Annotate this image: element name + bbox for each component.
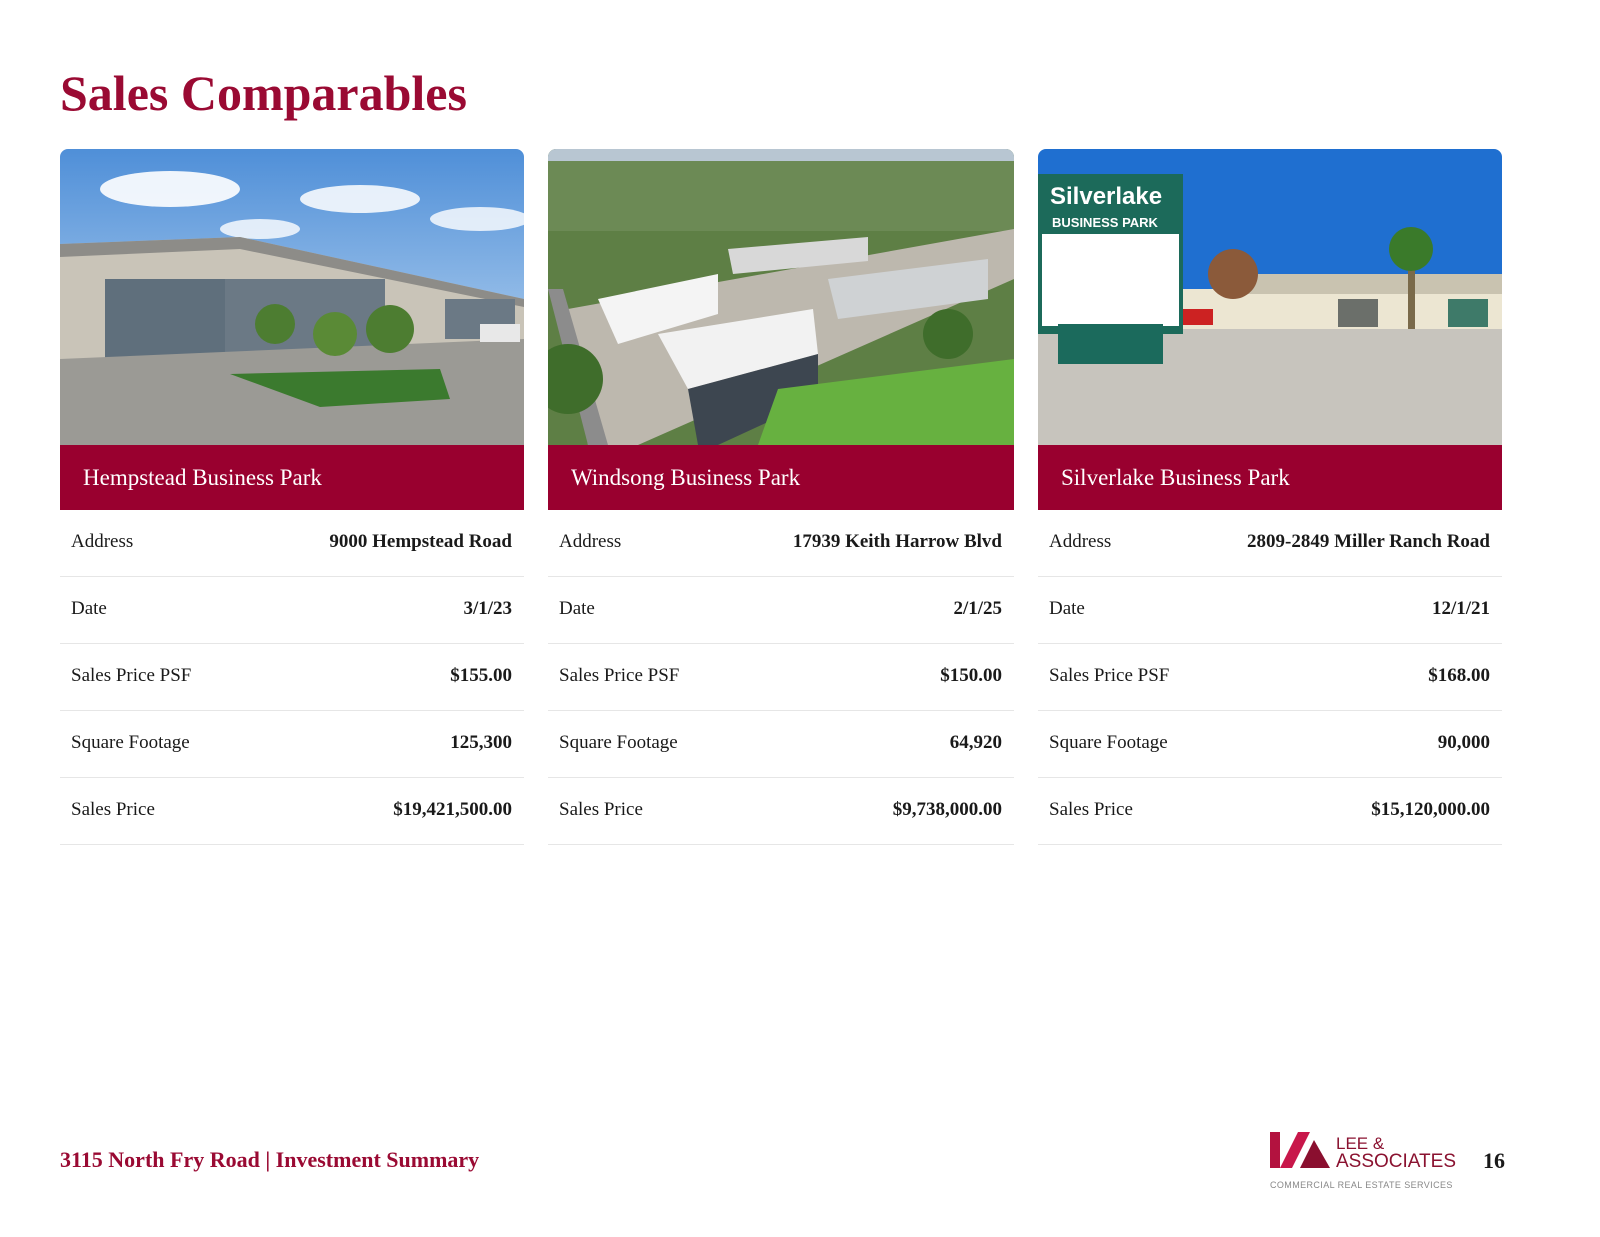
logo-name: ASSOCIATES <box>1336 1151 1457 1172</box>
logo-mark <box>1270 1132 1330 1168</box>
detail-row: Date 3/1/23 <box>60 577 524 644</box>
detail-row: Square Footage 125,300 <box>60 711 524 778</box>
detail-value: $168.00 <box>1428 665 1490 686</box>
detail-value: $9,738,000.00 <box>892 799 1002 820</box>
detail-label: Sales Price PSF <box>1049 665 1170 686</box>
comparable-card: Silverlake BUSINESS PARK Silverlake Busi… <box>1038 149 1502 845</box>
detail-label: Date <box>559 598 595 619</box>
detail-row: Date 2/1/25 <box>548 577 1014 644</box>
detail-label: Square Footage <box>1049 732 1168 753</box>
page-number: 16 <box>1483 1148 1505 1173</box>
card-title: Windsong Business Park <box>548 445 1014 510</box>
detail-value: 2809-2849 Miller Ranch Road <box>1247 531 1490 552</box>
detail-row: Address 17939 Keith Harrow Blvd <box>548 510 1014 577</box>
logo-tagline: COMMERCIAL REAL ESTATE SERVICES <box>1270 1180 1453 1190</box>
detail-label: Square Footage <box>71 732 190 753</box>
svg-text:Silverlake: Silverlake <box>1050 183 1162 210</box>
logo: LEE & ASSOCIATES COMMERCIAL REAL ESTATE … <box>1270 1132 1460 1192</box>
detail-label: Address <box>559 531 622 552</box>
detail-row: Sales Price $15,120,000.00 <box>1038 778 1502 845</box>
detail-value: 64,920 <box>949 732 1002 753</box>
detail-row: Date 12/1/21 <box>1038 577 1502 644</box>
detail-value: $150.00 <box>940 665 1002 686</box>
detail-row: Address 9000 Hempstead Road <box>60 510 524 577</box>
detail-value: 17939 Keith Harrow Blvd <box>792 531 1002 552</box>
detail-value: 90,000 <box>1437 732 1490 753</box>
detail-value: $15,120,000.00 <box>1371 799 1490 820</box>
detail-label: Sales Price <box>71 799 155 820</box>
detail-row: Square Footage 90,000 <box>1038 711 1502 778</box>
detail-value: 9000 Hempstead Road <box>329 531 512 552</box>
detail-value: $155.00 <box>450 665 512 686</box>
detail-row: Square Footage 64,920 <box>548 711 1014 778</box>
detail-row: Sales Price PSF $150.00 <box>548 644 1014 711</box>
detail-label: Address <box>71 531 134 552</box>
detail-row: Address 2809-2849 Miller Ranch Road <box>1038 510 1502 577</box>
detail-label: Sales Price PSF <box>71 665 192 686</box>
detail-row: Sales Price PSF $155.00 <box>60 644 524 711</box>
detail-row: Sales Price $9,738,000.00 <box>548 778 1014 845</box>
detail-row: Sales Price $19,421,500.00 <box>60 778 524 845</box>
footer-text: 3115 North Fry Road | Investment Summary <box>60 1147 480 1172</box>
detail-value: 3/1/23 <box>463 598 512 619</box>
detail-label: Date <box>1049 598 1085 619</box>
detail-label: Square Footage <box>559 732 678 753</box>
detail-row: Sales Price PSF $168.00 <box>1038 644 1502 711</box>
detail-value: 12/1/21 <box>1431 598 1490 619</box>
detail-value: 2/1/25 <box>953 598 1002 619</box>
property-photo <box>60 149 524 445</box>
property-photo <box>548 149 1014 445</box>
detail-label: Date <box>71 598 107 619</box>
card-title: Hempstead Business Park <box>60 445 524 510</box>
card-title: Silverlake Business Park <box>1038 445 1502 510</box>
comparable-card: Windsong Business Park Address 17939 Keit… <box>548 149 1014 845</box>
detail-label: Sales Price <box>1049 799 1133 820</box>
detail-label: Sales Price PSF <box>559 665 680 686</box>
detail-value: 125,300 <box>450 732 512 753</box>
comparable-card: Hempstead Business Park Address 9000 Hemp… <box>60 149 524 845</box>
page-title: Sales Comparables <box>60 65 467 121</box>
detail-value: $19,421,500.00 <box>393 799 512 820</box>
property-photo: Silverlake BUSINESS PARK <box>1038 149 1502 445</box>
detail-label: Address <box>1049 531 1112 552</box>
detail-label: Sales Price <box>559 799 643 820</box>
logo-name: LEE & <box>1336 1134 1385 1153</box>
svg-text:BUSINESS PARK: BUSINESS PARK <box>1052 215 1159 230</box>
